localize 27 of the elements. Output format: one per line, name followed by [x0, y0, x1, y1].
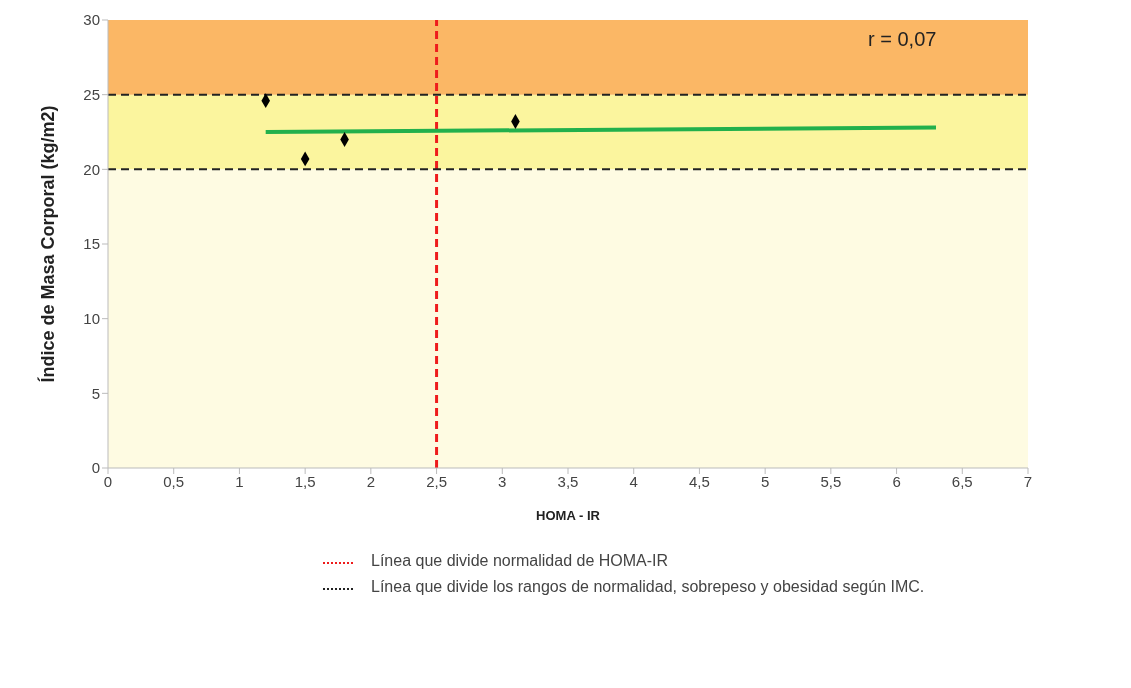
x-tick-label: 4	[629, 472, 638, 490]
x-tick-label: 2	[366, 472, 376, 490]
x-tick-label: 6,5	[951, 472, 973, 490]
x-tick-label: 3	[498, 472, 507, 490]
x-tick-label: 3,5	[557, 472, 579, 490]
x-tick-label: 6	[892, 472, 901, 490]
x-tick-label: 0,5	[163, 472, 185, 490]
y-tick-label: 30	[83, 11, 100, 29]
x-tick-label: 4,5	[689, 472, 710, 490]
x-tick-label: 1,5	[294, 472, 316, 490]
x-tick-label: 5,5	[820, 472, 842, 490]
y-tick-label: 25	[83, 85, 100, 103]
text: Línea que divide normalidad de HOMA-IR	[371, 552, 670, 570]
text: Línea que divide los rangos de normalidad, sobrepeso y obesidad según IMC.	[371, 578, 926, 596]
annotation: r = 0,07	[868, 28, 937, 51]
y-tick-label: 5	[91, 384, 100, 402]
y-tick-label: 0	[91, 459, 100, 477]
y-axis-title: Índice de Masa Corporal (kg/m2)	[37, 105, 59, 383]
y-tick-label: 10	[83, 309, 100, 327]
x-axis-title: HOMA - IR	[536, 508, 601, 523]
x-tick-label: 0	[103, 472, 113, 490]
y-tick-label: 20	[83, 160, 100, 178]
x-tick-label: 5	[760, 472, 770, 490]
x-tick-label: 2,5	[426, 472, 447, 490]
x-tick-label: 1	[235, 472, 244, 490]
x-tick-label: 7	[1023, 472, 1033, 490]
y-tick-label: 15	[83, 235, 100, 253]
